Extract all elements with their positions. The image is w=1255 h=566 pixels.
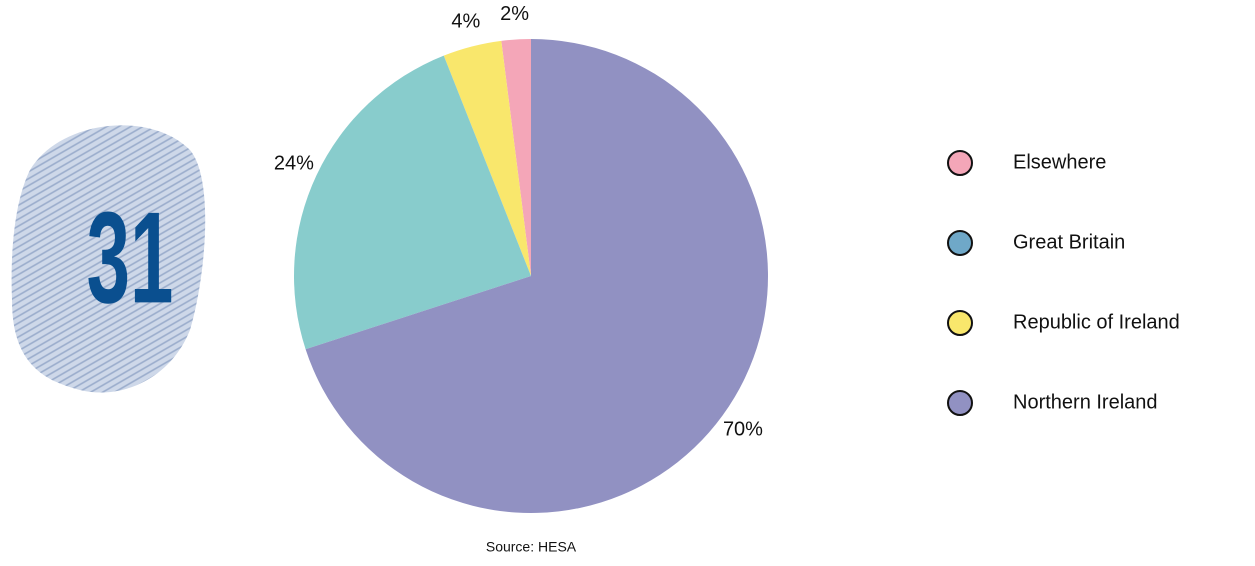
slice-label: 24% — [274, 153, 314, 175]
legend-label: Elsewhere — [1013, 151, 1106, 173]
pie-slice — [305, 39, 768, 513]
source-note: Source: HESA — [486, 539, 577, 555]
slice-label: 70% — [723, 418, 763, 440]
legend-marker — [947, 230, 973, 256]
legend-label: Republic of Ireland — [1013, 311, 1180, 333]
legend-label: Great Britain — [1013, 231, 1125, 253]
pie-slice — [501, 39, 531, 276]
pie-slice — [293, 55, 531, 350]
fingerprint-badge: 31 — [11, 125, 206, 393]
slice-label: 2% — [500, 3, 529, 25]
legend-label: Northern Ireland — [1013, 391, 1158, 413]
badge-number: 31 — [87, 185, 174, 331]
pie-slice — [443, 40, 531, 276]
legend-marker — [947, 310, 973, 336]
legend-marker — [947, 150, 973, 176]
slice-label: 4% — [451, 11, 480, 33]
legend-marker — [947, 390, 973, 416]
